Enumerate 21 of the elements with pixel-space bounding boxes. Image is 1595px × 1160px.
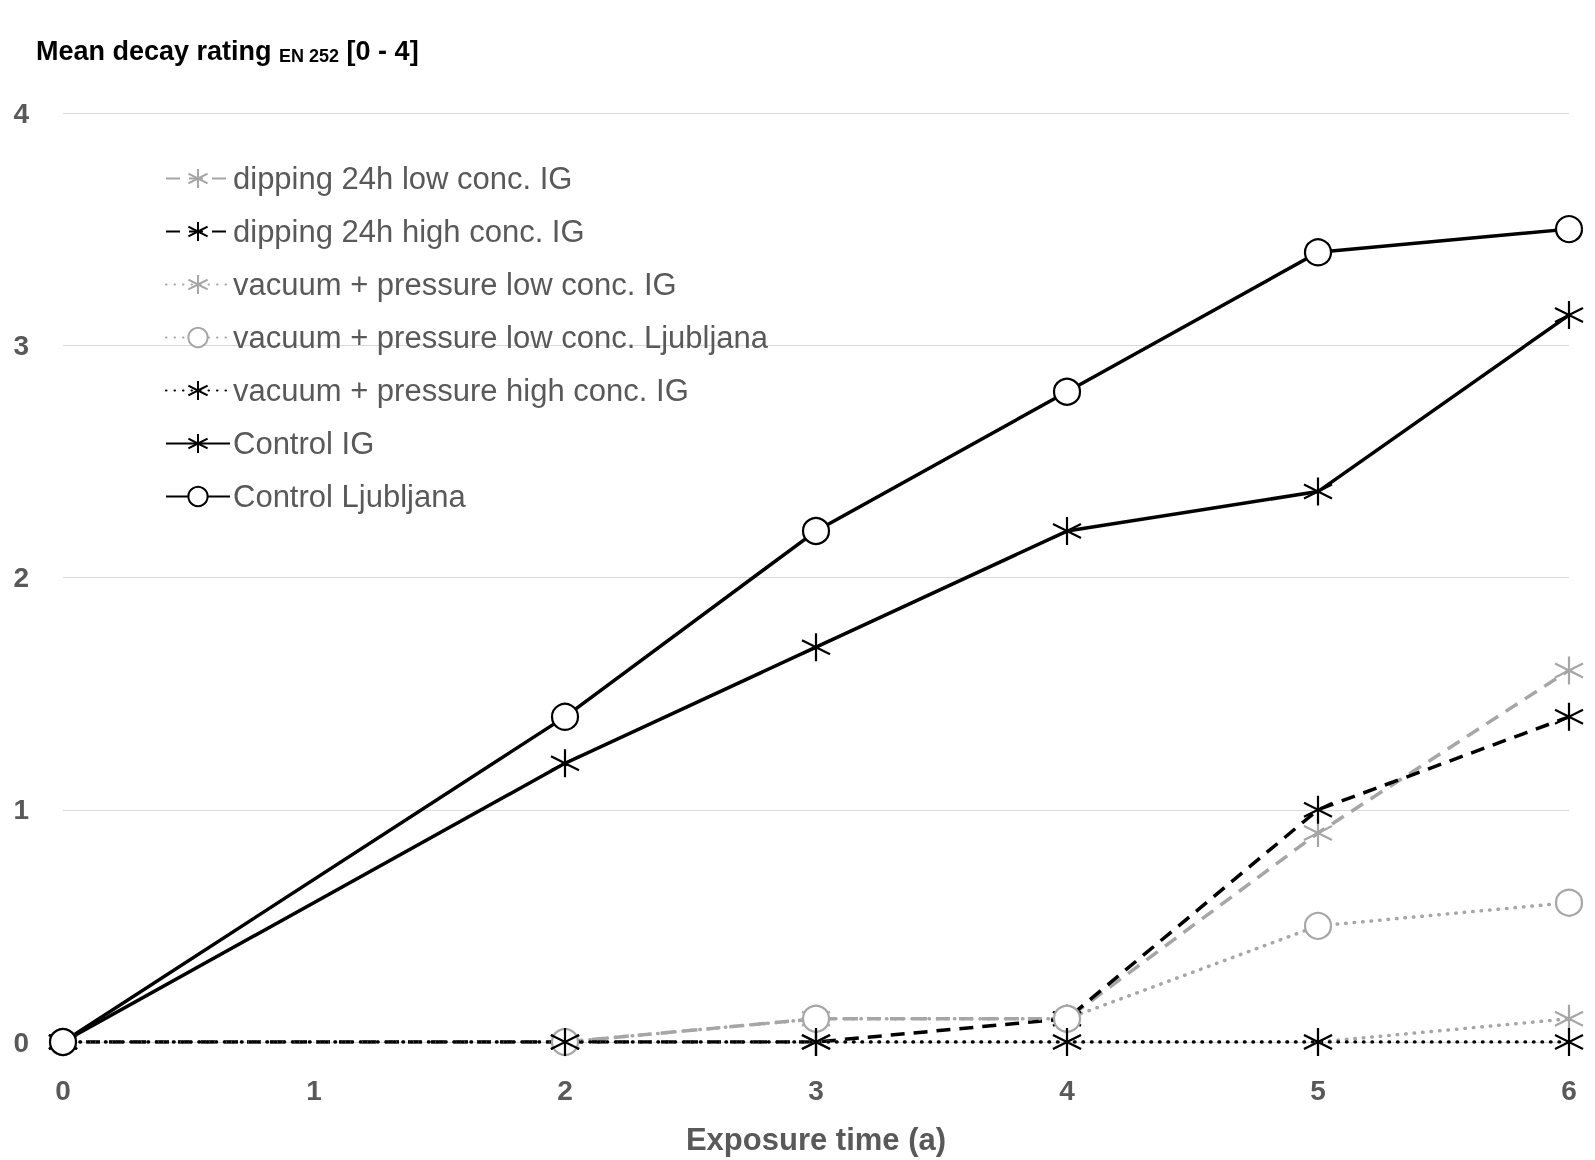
- legend-label: Control IG: [233, 426, 375, 461]
- legend-label: Control Ljubljana: [233, 479, 467, 514]
- y-tick-label: 0: [13, 1026, 29, 1058]
- legend-label: vacuum + pressure high conc. IG: [233, 373, 689, 408]
- x-tick-label: 4: [1059, 1074, 1076, 1106]
- x-tick-label: 6: [1561, 1074, 1577, 1106]
- x-tick-label: 1: [306, 1074, 322, 1106]
- x-tick-label: 3: [808, 1074, 824, 1106]
- y-axis-title: Mean decay rating EN 252 [0 - 4]: [36, 36, 419, 66]
- y-tick-label: 4: [13, 97, 30, 129]
- x-tick-label: 0: [55, 1074, 71, 1106]
- legend-label: vacuum + pressure low conc. IG: [233, 267, 677, 302]
- y-tick-label: 3: [13, 329, 29, 361]
- legend-label: dipping 24h high conc. IG: [233, 214, 585, 249]
- x-axis-title: Exposure time (a): [685, 1122, 947, 1157]
- x-tick-label: 2: [557, 1074, 573, 1106]
- y-tick-label: 1: [13, 794, 29, 826]
- legend-label: dipping 24h low conc. IG: [233, 161, 573, 196]
- legend-label: vacuum + pressure low conc. Ljubljana: [233, 320, 769, 355]
- x-tick-label: 5: [1310, 1074, 1326, 1106]
- y-tick-label: 2: [13, 562, 29, 593]
